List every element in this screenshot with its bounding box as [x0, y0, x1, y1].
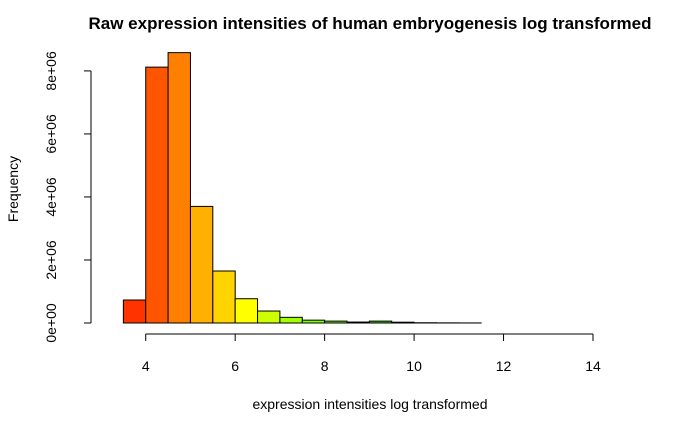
y-axis-ticks: 0e+00 2e+06 4e+06 6e+06 8e+06 — [43, 51, 91, 343]
x-tick-label-1: 6 — [231, 358, 239, 374]
y-tick-label-4: 8e+06 — [43, 51, 59, 91]
histogram-bar-7 — [279, 316, 303, 324]
x-axis-label: expression intensities log transformed — [252, 396, 487, 412]
x-tick-label-0: 4 — [142, 358, 150, 374]
histogram-bar-3 — [189, 205, 214, 324]
y-tick-label-3: 6e+06 — [43, 114, 59, 154]
x-tick-label-3: 10 — [406, 358, 422, 374]
histogram-bar-4 — [212, 270, 236, 324]
y-axis-label: Frequency — [5, 156, 21, 222]
x-axis-ticks: 4 6 8 10 12 14 — [142, 334, 601, 374]
histogram-bars — [122, 52, 482, 324]
histogram-bar-0 — [122, 299, 147, 324]
x-tick-label-5: 14 — [585, 358, 601, 374]
histogram-bar-2 — [167, 52, 191, 324]
y-tick-label-1: 2e+06 — [43, 240, 59, 280]
x-tick-label-2: 8 — [321, 358, 329, 374]
y-tick-label-2: 4e+06 — [43, 177, 59, 217]
y-tick-label-0: 0e+00 — [43, 303, 59, 343]
histogram-bar-5 — [234, 298, 259, 324]
x-tick-label-4: 12 — [496, 358, 512, 374]
histogram-bar-1 — [145, 66, 169, 324]
histogram-bar-6 — [257, 310, 281, 324]
chart-title: Raw expression intensities of human embr… — [88, 14, 651, 33]
